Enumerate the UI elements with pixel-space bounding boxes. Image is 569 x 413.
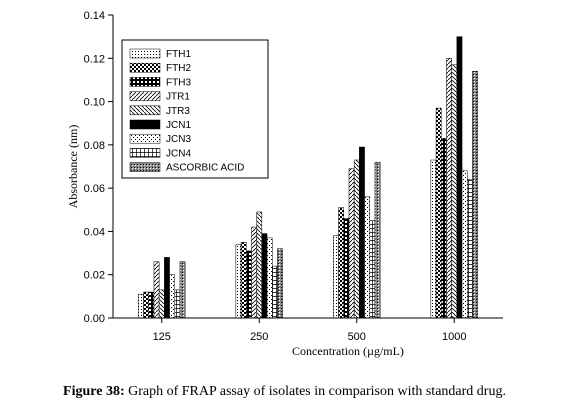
bar-fth2-500 [338, 207, 344, 319]
legend-swatch [129, 148, 161, 158]
legend-label: JCN4 [166, 148, 191, 159]
bar-fth1-1000 [430, 159, 437, 319]
frap-bar-chart: 0.00 0.02 0.04 0.06 0.08 0.10 0.12 0.14 125 250 50… [66, 10, 503, 358]
bar-jtr1-250 [251, 226, 257, 319]
y-tick-label: 0.04 [84, 226, 105, 238]
bar-fth2-250 [240, 242, 247, 319]
bar-jtr3-1000 [451, 64, 458, 319]
bar-fth3-125 [148, 291, 155, 319]
bar-jcn1-125 [164, 257, 170, 319]
bar-jtr3-250 [256, 211, 263, 319]
legend-swatch [129, 119, 161, 130]
bar-fth3-500 [343, 218, 350, 319]
legend-swatch [129, 91, 161, 101]
bar-jcn1-500 [359, 146, 365, 319]
y-tick-label: 0.08 [84, 140, 105, 152]
bar-jcn4-125 [174, 289, 181, 319]
legend-swatch [129, 62, 161, 73]
bar-fth1-250 [235, 244, 242, 319]
y-tick-label: 0.10 [84, 97, 105, 109]
legend-label: FTH3 [166, 77, 191, 88]
plot-area: 0.00 0.02 0.04 0.06 0.08 0.10 0.12 0.14 125 250 50… [66, 10, 503, 358]
bar-jcn1-250 [261, 233, 268, 319]
legend-label: FTH1 [166, 49, 191, 60]
y-tick-label: 0.00 [84, 313, 105, 325]
bar-jcn1-1000 [456, 36, 463, 319]
figure-caption: Figure 38: Graph of FRAP assay of isolat… [0, 384, 569, 400]
bar-jcn3-1000 [461, 170, 468, 319]
x-tick-label: 125 [153, 331, 171, 343]
figure-caption-label: Figure 38: [63, 384, 125, 399]
legend-label: JTR1 [166, 92, 190, 103]
bar-jcn4-500 [369, 220, 376, 319]
bar-ascorbic-acid-1000 [472, 71, 478, 319]
x-tick-label: 500 [348, 331, 366, 343]
bar-fth3-1000 [441, 138, 447, 319]
legend-swatch [129, 162, 161, 172]
legend-label: JCN1 [166, 120, 191, 131]
legend-label: ASCORBIC ACID [166, 163, 244, 174]
bar-fth1-500 [333, 235, 339, 319]
bar-ascorbic-acid-500 [374, 161, 381, 319]
legend-swatch [129, 48, 161, 59]
bar-jtr3-500 [353, 159, 360, 319]
legend-label: JCN3 [166, 134, 191, 145]
bar-fth1-125 [138, 293, 144, 319]
bar-jcn4-250 [272, 265, 278, 319]
bar-fth2-125 [143, 291, 150, 319]
legend-label: FTH2 [166, 63, 191, 74]
x-axis-title: Concentration (µg/mL) [292, 344, 404, 358]
bar-jcn4-1000 [467, 179, 473, 319]
bar-jtr3-125 [158, 289, 165, 319]
bar-ascorbic-acid-250 [277, 248, 283, 319]
bar-jcn3-500 [364, 196, 370, 319]
y-tick-label: 0.02 [84, 270, 105, 282]
x-tick-label: 1000 [442, 331, 466, 343]
y-tick-label: 0.14 [84, 10, 105, 22]
legend-swatch [129, 133, 161, 144]
figure-caption-text: Graph of FRAP assay of isolates in compa… [124, 384, 506, 399]
bar-jcn3-125 [169, 274, 176, 319]
x-tick-label: 250 [250, 331, 268, 343]
bar-ascorbic-acid-125 [179, 261, 186, 319]
bar-jtr1-1000 [446, 58, 452, 319]
bar-jcn3-250 [266, 237, 273, 319]
bar-fth2-1000 [435, 107, 442, 319]
y-tick-label: 0.06 [84, 183, 105, 195]
y-axis-title: Absorbance (nm) [66, 125, 80, 209]
bar-jtr1-125 [153, 261, 160, 319]
legend-label: JTR3 [166, 106, 190, 117]
y-tick-label: 0.12 [84, 53, 105, 65]
bar-jtr1-500 [348, 168, 355, 319]
legend-swatch [129, 105, 161, 116]
legend-swatch [129, 77, 161, 87]
bar-fth3-250 [246, 250, 252, 319]
